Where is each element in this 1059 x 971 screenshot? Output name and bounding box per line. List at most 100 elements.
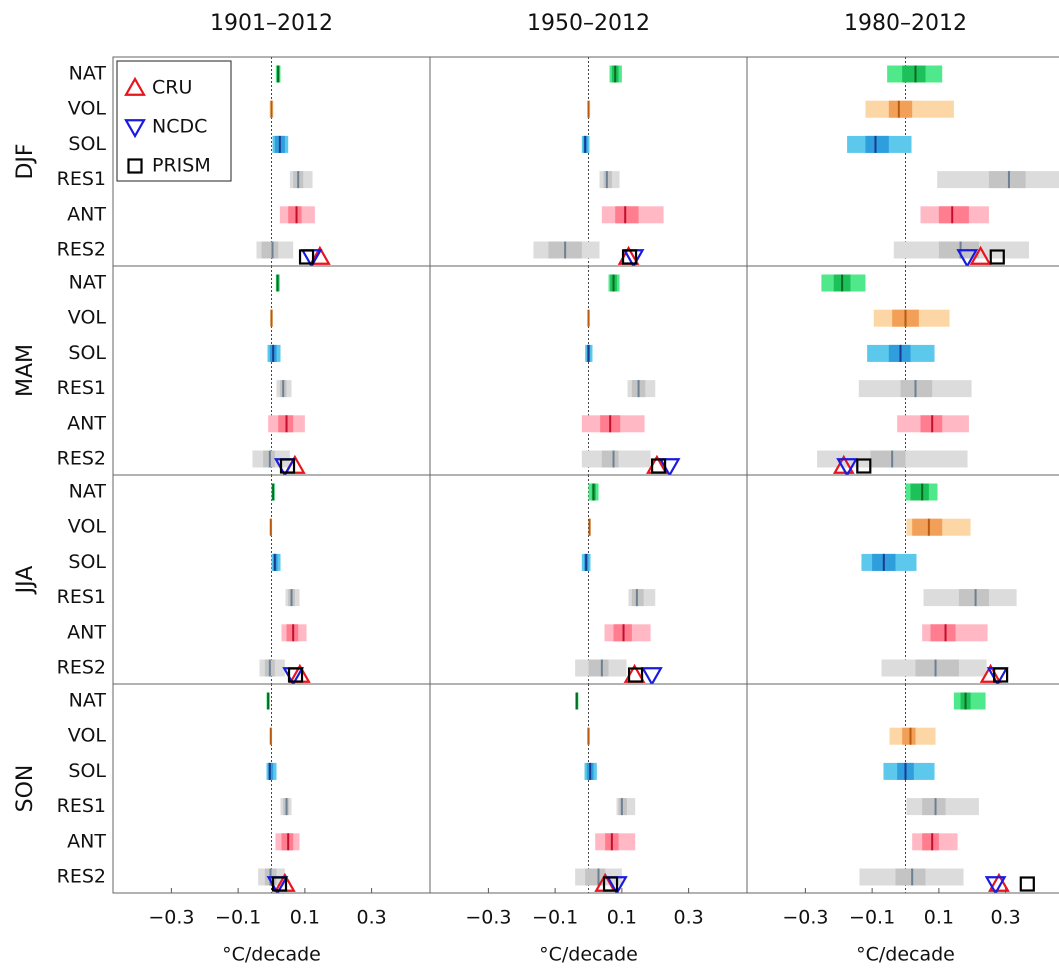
season-label: DJF [13, 143, 38, 179]
factor-label: RES1 [57, 168, 106, 190]
range-inner [958, 589, 989, 607]
legend-label: NCDC [152, 116, 207, 138]
x-tick-label: −0.1 [849, 907, 895, 929]
panel [259, 475, 311, 684]
panel [861, 475, 1017, 684]
range-inner [585, 868, 606, 886]
factor-label: RES2 [57, 239, 106, 261]
factor-label: SOL [68, 551, 106, 573]
panel [847, 57, 1059, 266]
range-inner [902, 65, 926, 83]
season-label: MAM [13, 344, 38, 397]
panel-frame [746, 474, 1059, 685]
range-inner [888, 100, 913, 118]
panel [575, 475, 663, 684]
x-tick-label: 0.1 [924, 907, 954, 929]
factor-label: NAT [69, 63, 107, 85]
obs-marker [969, 245, 992, 265]
obs-marker [836, 458, 859, 475]
obs-marker [989, 249, 1005, 265]
legend-label: PRISM [152, 155, 211, 177]
obs-marker [124, 76, 146, 96]
season-label: SON [13, 765, 38, 813]
obs-marker [308, 245, 331, 265]
factor-label: RES1 [57, 586, 106, 608]
obs-marker [650, 458, 667, 474]
x-tick-label: 0.3 [356, 907, 386, 929]
factor-label: NAT [69, 272, 107, 294]
obs-marker [856, 458, 872, 474]
x-tick-label: −0.3 [782, 907, 828, 929]
panel [859, 684, 1035, 893]
obs-marker [641, 667, 663, 684]
factor-label: NAT [69, 481, 107, 503]
season-label: JJA [13, 566, 38, 596]
x-tick-label: 0.1 [607, 907, 637, 929]
range-inner [865, 135, 889, 153]
x-tick-label: −0.3 [148, 907, 194, 929]
panel-frame [746, 56, 1059, 267]
range-inner [988, 171, 1026, 189]
obs-marker [287, 667, 304, 683]
range-inner [922, 833, 939, 851]
panel [252, 266, 306, 475]
factor-label: VOL [68, 98, 107, 120]
factor-label: RES2 [57, 448, 106, 470]
obs-marker [984, 876, 1007, 893]
x-tick-label: −0.1 [532, 907, 578, 929]
panel [817, 266, 972, 475]
factor-label: VOL [68, 725, 107, 747]
x-tick-label: 0.3 [990, 907, 1020, 929]
x-axis-label: °C/decade [856, 944, 955, 966]
panel [581, 266, 681, 475]
range-inner [915, 659, 959, 677]
factor-label: SOL [68, 342, 106, 364]
x-tick-label: 0.1 [290, 907, 320, 929]
range-inner [938, 206, 969, 224]
obs-marker [298, 249, 315, 265]
factor-label: RES2 [57, 866, 106, 888]
factor-label: ANT [67, 412, 106, 434]
panel-frame [746, 265, 1059, 476]
factor-label: SOL [68, 133, 106, 155]
obs-marker [832, 454, 855, 474]
obs-marker [992, 667, 1009, 683]
panel [258, 684, 300, 893]
factor-label: NAT [69, 690, 107, 712]
factor-label: VOL [68, 307, 107, 329]
factor-label: RES2 [57, 657, 106, 679]
range-inner [615, 206, 639, 224]
factor-label: ANT [67, 621, 106, 643]
panel [533, 57, 664, 266]
factor-label: RES1 [57, 377, 106, 399]
panel [256, 57, 331, 266]
obs-marker [124, 119, 146, 139]
range-inner [910, 483, 929, 501]
x-tick-label: 0.3 [673, 907, 703, 929]
range-inner [288, 206, 302, 224]
obs-marker [127, 158, 143, 174]
panel-frame [746, 683, 1059, 894]
x-axis-label: °C/decade [222, 944, 321, 966]
obs-marker [602, 876, 619, 892]
x-tick-label: −0.3 [465, 907, 511, 929]
column-title: 1901–2012 [210, 11, 333, 36]
range-inner [895, 868, 926, 886]
range-inner [922, 798, 946, 816]
column-title: 1980–2012 [844, 11, 967, 36]
range-inner [601, 450, 619, 468]
range-inner [870, 450, 906, 468]
obs-marker [271, 876, 288, 892]
factor-label: ANT [67, 203, 106, 225]
range-inner [902, 727, 916, 745]
factor-label: VOL [68, 516, 107, 538]
factor-label: RES1 [57, 795, 106, 817]
obs-marker [988, 872, 1010, 892]
obs-marker [621, 249, 638, 265]
range-inner [930, 624, 956, 642]
range-inner [261, 241, 279, 259]
range-inner [588, 659, 609, 677]
obs-marker [956, 249, 979, 266]
factor-label: SOL [68, 760, 106, 782]
